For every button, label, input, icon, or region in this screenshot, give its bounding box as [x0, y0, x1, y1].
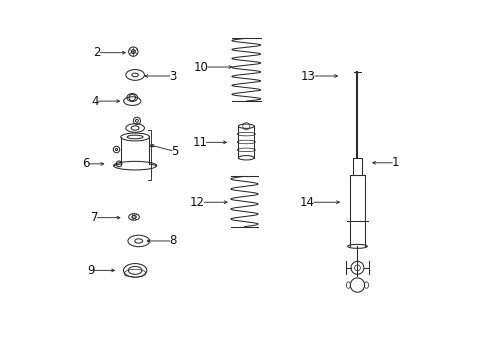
Text: 6: 6 [82, 157, 89, 170]
Text: 2: 2 [93, 46, 101, 59]
Text: 12: 12 [190, 196, 204, 209]
Text: 1: 1 [391, 156, 398, 169]
Text: 13: 13 [300, 69, 315, 82]
Text: 14: 14 [299, 196, 314, 209]
Text: 10: 10 [193, 60, 208, 73]
Text: 8: 8 [169, 234, 176, 247]
Text: 9: 9 [87, 264, 94, 277]
Text: 11: 11 [192, 136, 207, 149]
Text: 3: 3 [169, 69, 176, 82]
Text: 5: 5 [171, 145, 178, 158]
Text: 4: 4 [92, 95, 99, 108]
Text: 7: 7 [90, 211, 98, 224]
